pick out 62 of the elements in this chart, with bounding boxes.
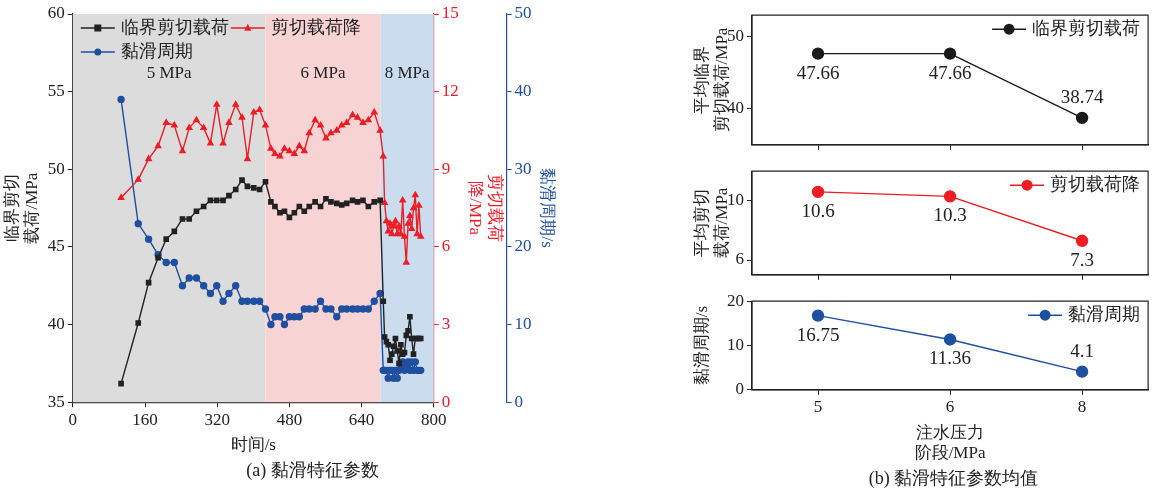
legend-label: 临界剪切载荷 [1032,17,1141,38]
point [811,309,825,322]
y-tick-label: 35 [47,391,65,411]
data-label: 16.75 [796,323,840,345]
legend-label: 临界剪切载荷 [120,16,229,37]
point [811,185,825,199]
point [1075,234,1089,247]
y3-tick-label: 20 [514,236,532,256]
y-axis-title: 临界剪切载荷/MPa [1,172,42,244]
y3-tick-label: 30 [514,158,532,178]
y3-tick-label: 10 [514,314,532,334]
x-tick-label: 5 [813,397,823,417]
legend-label: 黏滑周期 [120,40,193,61]
data-label: 47.66 [796,61,840,83]
x-tick-label: 480 [276,409,303,429]
data-label: 10.6 [801,199,835,221]
x-tick-label: 160 [132,409,158,429]
x-tick-label: 0 [68,409,78,429]
y-tick-label: 10 [727,334,744,354]
y3-axis-title: 黏滑周期/s [538,168,558,248]
band-label: 8 MPa [384,63,431,83]
data-label: 11.36 [929,347,972,369]
y-tick-label: 20 [727,290,744,310]
x-tick-label: 320 [204,409,230,429]
x-tick-label: 8 [1077,397,1087,417]
y-tick-label: 55 [47,81,65,101]
data-label: 4.1 [1070,339,1094,361]
data-label: 47.66 [928,61,972,83]
y2-tick-label: 3 [441,314,451,334]
point [943,333,957,346]
y2-tick-label: 15 [441,3,459,23]
x-axis-title: 时间/s [230,435,276,455]
point [943,190,957,203]
y2-tick-label: 9 [441,158,451,178]
x-tick-label: 6 [945,397,955,417]
text: (b) 黏滑特征参数均值 [867,467,1040,490]
y3-tick-label: 50 [514,3,532,23]
y2-axis-title: 剪切载荷降/MPa [465,174,505,243]
x-tick-label: 800 [421,409,447,429]
x-axis-title: 注水压力阶段/MPa [914,422,986,463]
y3-tick-label: 40 [514,81,532,101]
point [1075,365,1089,378]
legend-label: 剪切载荷降 [1050,173,1141,194]
x-tick-label: 640 [348,409,375,429]
legend-label: 黏滑周期 [1068,303,1141,324]
y-tick-label: 0 [735,379,744,399]
y-tick-label: 40 [47,314,65,334]
data-label: 7.3 [1070,248,1094,270]
y2-tick-label: 12 [441,81,459,101]
text: (a) 黏滑特征参数 [245,459,380,482]
band-label: 6 MPa [300,63,346,83]
y-tick-label: 60 [47,3,65,23]
legend-label: 剪切载荷降 [270,16,361,37]
y-tick-label: 50 [47,158,65,178]
y-tick-label: 45 [47,236,65,256]
data-label: 10.3 [933,204,967,226]
data-label: 38.74 [1060,85,1104,107]
band-label: 5 MPa [146,63,193,83]
y-tick-label: 10 [727,190,744,210]
y-axis-title: 黏滑周期/s [691,305,711,386]
y2-tick-label: 6 [441,236,451,256]
y-tick-label: 6 [735,249,744,269]
